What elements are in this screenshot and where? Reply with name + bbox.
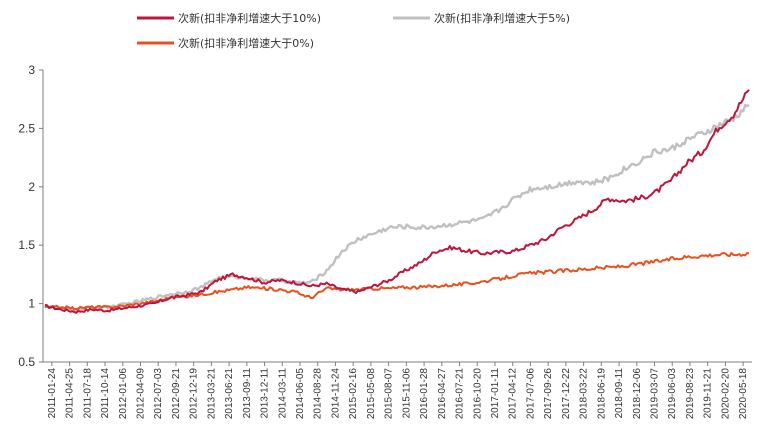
y-tick-label: 3: [28, 63, 35, 77]
x-ticks: 2011-01-24 2011-04-25 2011-07-18 2011-10-14…: [47, 362, 749, 419]
x-tick-label: 2012-07-03: [153, 368, 164, 420]
x-tick-label: 2012-04-09: [135, 368, 146, 420]
x-tick-label: 2017-01-11: [490, 368, 501, 419]
x-tick-label: 2017-09-26: [543, 368, 554, 420]
legend-label-3: 次新(扣非净利增速大于0%): [178, 36, 314, 50]
legend: 次新(扣非净利增速大于10%) 次新(扣非净利增速大于5%) 次新(扣非净利增速…: [137, 11, 570, 50]
x-tick-label: 2016-07-21: [455, 368, 466, 420]
y-tick-label: 1: [28, 297, 35, 311]
x-tick-label: 2020-02-20: [720, 368, 731, 420]
x-tick-label: 2011-07-18: [82, 368, 93, 419]
series-line-3: [44, 251, 750, 311]
legend-item-2: 次新(扣非净利增速大于5%): [393, 11, 570, 25]
x-tick-label: 2013-06-21: [224, 368, 235, 420]
legend-item-1: 次新(扣非净利增速大于10%): [137, 11, 321, 25]
x-tick-label: 2017-12-22: [561, 368, 572, 420]
x-tick-label: 2013-12-11: [260, 368, 271, 419]
y-tick-label: 0.5: [18, 355, 35, 369]
x-tick-label: 2015-05-08: [366, 368, 377, 420]
x-tick-label: 2018-06-19: [596, 368, 607, 420]
x-tick-label: 2014-11-24: [330, 368, 341, 419]
x-tick-label: 2015-11-06: [401, 368, 412, 419]
x-tick-label: 2012-12-19: [189, 368, 200, 420]
x-tick-label: 2016-01-28: [419, 368, 430, 420]
x-tick-label: 2018-12-06: [632, 368, 643, 420]
x-tick-label: 2017-04-12: [508, 368, 519, 420]
x-tick-label: 2015-02-16: [348, 368, 359, 420]
x-tick-label: 2015-08-07: [384, 368, 395, 420]
x-tick-label: 2011-04-25: [65, 368, 76, 419]
y-tick-label: 2.5: [18, 121, 35, 135]
x-tick-label: 2011-10-14: [100, 368, 111, 419]
legend-label-1: 次新(扣非净利增速大于10%): [178, 11, 321, 25]
y-tick-label: 1.5: [18, 238, 35, 252]
y-ticks: 0.5 1 1.5 2 2.5 3: [18, 63, 43, 369]
x-tick-label: 2012-01-06: [118, 368, 129, 420]
x-tick-label: 2019-08-23: [685, 368, 696, 420]
y-tick-label: 2: [28, 180, 35, 194]
x-tick-label: 2019-11-21: [703, 368, 714, 419]
series-line-2: [44, 103, 750, 312]
x-tick-label: 2018-09-11: [614, 368, 625, 419]
x-tick-label: 2014-06-05: [295, 368, 306, 420]
x-tick-label: 2020-05-18: [738, 368, 749, 420]
x-tick-label: 2019-06-03: [667, 368, 678, 420]
legend-label-2: 次新(扣非净利增速大于5%): [434, 11, 570, 25]
x-tick-label: 2014-03-11: [277, 368, 288, 419]
series-lines: [44, 89, 750, 314]
legend-item-3: 次新(扣非净利增速大于0%): [137, 36, 314, 50]
series-line-1: [44, 89, 750, 314]
x-tick-label: 2016-04-27: [437, 368, 448, 420]
x-tick-label: 2016-10-20: [472, 368, 483, 420]
x-tick-label: 2019-03-07: [650, 368, 661, 420]
x-tick-label: 2017-07-06: [525, 368, 536, 420]
x-tick-label: 2013-03-21: [206, 368, 217, 420]
x-tick-label: 2013-09-11: [242, 368, 253, 419]
x-tick-label: 2011-01-24: [47, 368, 58, 419]
x-tick-label: 2018-03-22: [579, 368, 590, 420]
x-tick-label: 2014-08-28: [313, 368, 324, 420]
x-tick-label: 2012-09-21: [171, 368, 182, 420]
